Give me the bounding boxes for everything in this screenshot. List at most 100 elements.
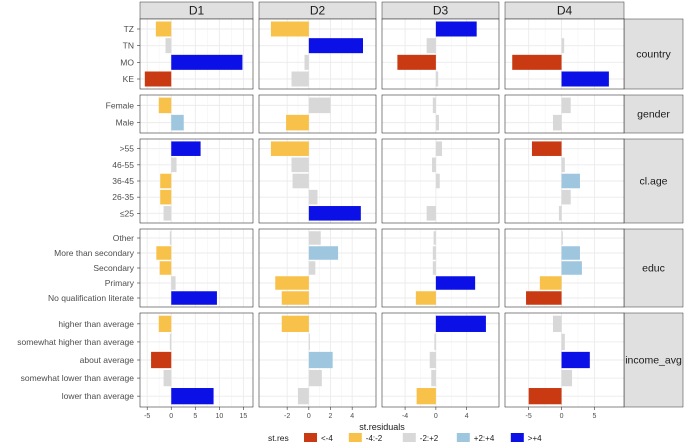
category-label-higher-than-average: higher than average: [58, 319, 134, 329]
panel-border: [139, 18, 254, 90]
bar-d1-cl-age-55: [171, 141, 201, 156]
x-tick-label-d1--5: -5: [144, 413, 150, 420]
category-label-secondary: Secondary: [93, 263, 134, 273]
bar-d3-educ-no-qualification-literate: [415, 291, 436, 305]
bar-d2-income-avg-somewhat-lower-than-average: [308, 369, 322, 387]
bar-d4-income-avg-somewhat-higher-than-average: [561, 333, 565, 351]
panel-border: [381, 228, 500, 308]
x-tick-label-d2--2: -2: [284, 413, 290, 420]
bar-d1-income-avg-higher-than-average: [158, 315, 172, 332]
panel-border: [381, 18, 500, 90]
row-strip-label-country: country: [636, 49, 671, 61]
bar-d4-country-mo: [512, 54, 562, 70]
bar-d2-cl-age-25: [308, 206, 361, 221]
panel-background: [140, 95, 253, 133]
panel-d4-educ: [504, 228, 625, 308]
category-label-primary: Primary: [105, 278, 135, 288]
bar-d4-cl-age-36-45: [561, 173, 580, 189]
x-tick-label-d3-0: 0: [434, 413, 438, 420]
bar-d1-cl-age-25: [163, 206, 172, 221]
panel-border: [504, 18, 625, 90]
x-tick-label-d1-0: 0: [169, 413, 173, 420]
panel-d3-country: [381, 18, 500, 90]
panel-d3-cl-age: [381, 138, 500, 224]
panel-d4-cl-age: [504, 138, 625, 224]
x-tick-label-d2-2: 2: [329, 413, 333, 420]
row-strip-cl-age: [623, 138, 684, 224]
category-label-female: Female: [106, 100, 135, 110]
category-label-tn: TN: [123, 41, 134, 51]
row-strip-country: [623, 18, 684, 90]
bar-d2-educ-primary: [275, 276, 309, 290]
bar-d4-educ-more-than-secondary: [561, 246, 580, 260]
category-label-more-than-secondary: More than secondary: [54, 248, 135, 258]
column-strip-label-d2: D2: [310, 4, 326, 18]
bar-d1-income-avg-somewhat-lower-than-average: [163, 369, 172, 387]
bar-d1-cl-age-26-35: [160, 189, 172, 205]
bar-d4-income-avg-lower-than-average: [528, 388, 562, 405]
x-tick-label-d1-5: 5: [193, 413, 197, 420]
category-label-no-qualification-literate: No qualification literate: [48, 293, 134, 303]
bar-d4-educ-primary: [539, 276, 562, 290]
bar-d3-country-ke: [435, 71, 439, 87]
row-strip-label-gender: gender: [637, 109, 670, 121]
bar-d4-cl-age-25: [558, 206, 562, 221]
bar-d2-cl-age-36-45: [292, 173, 309, 189]
bar-d2-gender-female: [308, 97, 331, 114]
bar-d3-educ-other: [433, 231, 436, 245]
bar-d1-gender-female: [158, 97, 172, 114]
bar-d2-income-avg-somewhat-higher-than-average: [308, 333, 310, 351]
bar-d4-educ-no-qualification-literate: [526, 291, 562, 305]
legend-label-2: -2:+2: [420, 434, 439, 443]
bar-d3-income-avg-somewhat-lower-than-average: [431, 369, 436, 387]
x-tick-label-d3--4: -4: [402, 413, 408, 420]
bar-d3-income-avg-lower-than-average: [416, 388, 436, 405]
bar-d3-country-mo: [397, 54, 436, 70]
bar-d1-country-tz: [155, 21, 172, 37]
bar-d2-income-avg-about-average: [308, 351, 333, 369]
row-strip-gender: [623, 94, 684, 134]
panel-border: [139, 228, 254, 308]
x-tick-label-d4--5: -5: [526, 413, 532, 420]
legend-swatch-4: [510, 433, 524, 442]
panel-d2-country: [258, 18, 377, 90]
bar-d1-country-mo: [171, 54, 243, 70]
panel-d3-gender: [381, 94, 500, 134]
x-tick-label-d4-5: 5: [592, 413, 596, 420]
bar-d4-cl-age-26-35: [561, 189, 571, 205]
bar-d2-country-ke: [291, 71, 309, 87]
bar-d4-cl-age-46-55: [561, 157, 565, 173]
panel-border: [258, 312, 377, 408]
row-strip-label-educ: educ: [642, 263, 665, 275]
panel-d3-income-avg: [381, 312, 500, 408]
bar-d2-educ-more-than-secondary: [308, 246, 339, 260]
x-tick-label-d2-4: 4: [350, 413, 354, 420]
category-label-25: ≤25: [120, 208, 134, 218]
x-axis-title: st.residuals: [359, 422, 405, 432]
bar-d4-income-avg-somewhat-lower-than-average: [561, 369, 573, 387]
bar-d2-educ-other: [308, 231, 321, 245]
panel-d3-educ: [381, 228, 500, 308]
panel-border: [139, 94, 254, 134]
panel-border: [139, 138, 254, 224]
row-strip-label-cl-age: cl.age: [639, 176, 667, 188]
bar-d1-cl-age-46-55: [171, 157, 177, 173]
panel-border: [381, 312, 500, 408]
bar-d3-income-avg-somewhat-higher-than-average: [434, 333, 436, 351]
category-label-55: >55: [120, 144, 135, 154]
legend-label-3: +2:+4: [474, 434, 495, 443]
panel-d1-cl-age: [139, 138, 254, 224]
bar-d1-educ-other: [169, 231, 172, 245]
x-tick-label-d1-10: 10: [215, 413, 223, 420]
x-tick-label-d4-0: 0: [560, 413, 564, 420]
bar-d2-educ-no-qualification-literate: [281, 291, 309, 305]
panel-d4-gender: [504, 94, 625, 134]
panel-d4-income-avg: [504, 312, 625, 408]
bar-d4-income-avg-higher-than-average: [552, 315, 562, 332]
panel-d2-educ: [258, 228, 377, 308]
panel-border: [258, 228, 377, 308]
category-label-ke: KE: [123, 74, 135, 84]
bar-d4-educ-secondary: [561, 261, 582, 275]
row-strip-educ: [623, 228, 684, 308]
panel-border: [258, 138, 377, 224]
